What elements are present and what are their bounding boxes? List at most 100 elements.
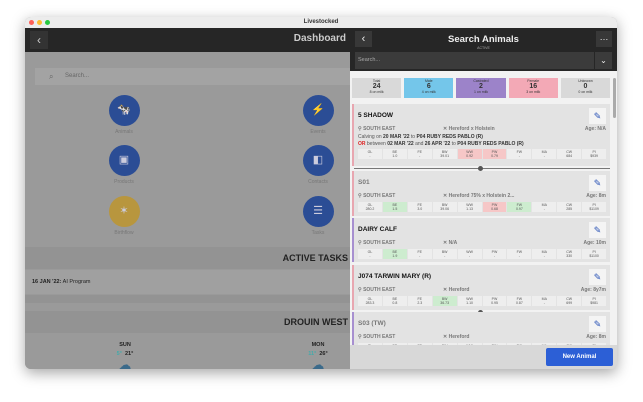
count-filter-female[interactable]: Female 16 3 on milk xyxy=(508,78,558,98)
trait-ma: MA - xyxy=(532,149,557,159)
count-filter-male[interactable]: Male 6 4 on milk xyxy=(404,78,454,98)
breed: Hereford xyxy=(448,287,470,293)
search-icon: ⌕ xyxy=(49,72,54,81)
trait-be: BE 1.9 xyxy=(382,249,407,259)
trait-value: - xyxy=(419,254,421,258)
trait-ww: WW 0.92 xyxy=(457,149,482,159)
breed-label: ✕ Hereford xyxy=(443,334,469,340)
drag-handle-icon[interactable] xyxy=(478,166,483,171)
trait-value: - xyxy=(543,254,545,258)
calving-text: Calving on xyxy=(358,134,382,140)
task-row[interactable]: 16 JAN '22: AI Program xyxy=(25,270,350,294)
animal-name: DAIRY CALF xyxy=(358,226,397,233)
partly-cloudy-icon: ☁ xyxy=(119,358,131,369)
tile-products[interactable]: ▣ Products xyxy=(94,145,154,185)
zoom-window-button[interactable] xyxy=(45,20,50,25)
trait-label: FW xyxy=(516,297,523,301)
animal-card[interactable]: DAIRY CALF ✎ ⚲ SOUTH EAST ✕ N/A Age: 10m GL - B… xyxy=(352,218,610,262)
back-button[interactable]: ‹ xyxy=(30,31,48,49)
edit-pencil-icon[interactable]: ✎ xyxy=(589,316,606,332)
trait-label: PW xyxy=(491,297,498,301)
chevron-down-icon[interactable]: ⌄ xyxy=(595,52,612,69)
animal-card[interactable]: 5 SHADOW ✎ ⚲ SOUTH EAST ✕ Hereford x Holste… xyxy=(352,104,610,166)
trait-label: PW xyxy=(491,250,498,254)
location: SOUTH EAST xyxy=(363,193,396,199)
edit-pencil-icon[interactable]: ✎ xyxy=(589,175,606,191)
tile-contacts[interactable]: ◧ Contacts xyxy=(288,145,348,185)
tile-birthflow[interactable]: ✶ Birthflow xyxy=(94,196,154,236)
tile-label: Contacts xyxy=(308,179,328,185)
trait-bw: BW 39.06 xyxy=(432,202,457,212)
dashboard-title: Dashboard xyxy=(293,33,346,44)
trait-pw: PW - xyxy=(482,249,507,259)
back-button[interactable]: ‹ xyxy=(355,31,372,47)
trait-pw: PW 0.79 xyxy=(482,149,507,159)
cross-icon: ✕ xyxy=(443,334,449,340)
count-value: 6 xyxy=(426,83,431,90)
edit-pencil-icon[interactable]: ✎ xyxy=(589,108,606,124)
trait-value: $981 xyxy=(590,301,598,305)
pin-icon: ⚲ xyxy=(358,240,364,246)
location: SOUTH EAST xyxy=(363,287,396,293)
trait-value: 0.68 xyxy=(491,207,498,211)
dashboard-search-input[interactable]: ⌕ Search... xyxy=(35,68,355,85)
edit-pencil-icon[interactable]: ✎ xyxy=(589,222,606,238)
calving-text: 20 MAR '22 xyxy=(383,134,410,140)
tile-label: Tasks xyxy=(311,230,325,236)
trait-value: - xyxy=(518,154,520,158)
new-animal-button[interactable]: New Animal xyxy=(546,348,613,366)
scrollbar[interactable] xyxy=(613,78,616,118)
active-tasks-title: ACTIVE TASKS xyxy=(25,247,350,269)
search-title: Search Animals xyxy=(448,34,519,45)
trait-value: 2.3 xyxy=(417,301,423,305)
count-sub: 3 on milk xyxy=(526,90,541,94)
app-window: Livestocked ‹ Dashboard ⌕ Search... 🐄 Ani… xyxy=(25,17,617,369)
animal-card[interactable]: J074 TARWIN MARY (R) ✎ ⚲ SOUTH EAST ✕ Heref… xyxy=(352,265,610,310)
calving-text: to xyxy=(410,134,416,140)
trait-value: $939 xyxy=(590,154,598,158)
trait-value: 1.9 xyxy=(392,254,398,258)
trait-value: 0.95 xyxy=(491,301,498,305)
tile-animals[interactable]: 🐄 Animals xyxy=(94,95,154,135)
weather-day: MON 11° 26° ☁ xyxy=(238,342,398,369)
trait-label: GL xyxy=(367,150,373,154)
trait-pi: PI $939 xyxy=(582,149,607,159)
animal-search-input[interactable]: Search... xyxy=(355,52,594,69)
tile-label: Animals xyxy=(115,129,133,135)
trait-value: $1100 xyxy=(589,254,599,258)
trait-value: 0.92 xyxy=(466,154,473,158)
calving-text: 26 APR '22 xyxy=(424,141,451,147)
trait-cw: CW 285 xyxy=(557,202,582,212)
trait-value: - xyxy=(518,254,520,258)
cross-icon: ✕ xyxy=(443,240,449,246)
edit-pencil-icon[interactable]: ✎ xyxy=(589,269,606,285)
tile-events[interactable]: ⚡ Events xyxy=(288,95,348,135)
trait-fw: FW - xyxy=(507,249,532,259)
tile-tasks[interactable]: ☰ Tasks xyxy=(288,196,348,236)
location-label: ⚲ SOUTH EAST xyxy=(358,334,395,340)
temp-high: 21° xyxy=(125,351,134,357)
age: Age: N/A xyxy=(584,126,606,132)
trait-label: PI xyxy=(592,250,596,254)
animal-meta: ⚲ SOUTH EAST ✕ Hereford Age: 8m xyxy=(358,334,606,342)
trait-fw: FW 0.97 xyxy=(507,202,532,212)
count-filter-unknown[interactable]: Unknown 0 0 on milk xyxy=(560,78,611,98)
dashboard-header: ‹ Dashboard xyxy=(25,28,350,52)
trait-label: WW xyxy=(466,203,473,207)
animal-meta: ⚲ SOUTH EAST ✕ Hereford 75% x Holstein 2.… xyxy=(358,193,606,201)
more-options-button[interactable]: … xyxy=(596,31,612,47)
search-header: ‹ Search Animals ACTIVE … Search... ⌄ xyxy=(350,28,617,71)
count-filter-castrated[interactable]: Castrated 2 1 on milk xyxy=(456,78,506,98)
trait-label: CW xyxy=(566,250,573,254)
card-divider-handle[interactable] xyxy=(354,166,610,171)
trait-label: MA xyxy=(541,150,547,154)
trait-value: - xyxy=(369,154,371,158)
bottom-bar: New Animal xyxy=(350,345,617,369)
trait-label: CW xyxy=(566,297,573,301)
count-filter-total[interactable]: Total 24 8 on milk xyxy=(352,78,402,98)
divider xyxy=(25,295,350,303)
animal-card[interactable]: S01 ✎ ⚲ SOUTH EAST ✕ Hereford 75% x Holstei… xyxy=(352,171,610,216)
minimize-window-button[interactable] xyxy=(37,20,42,25)
close-window-button[interactable] xyxy=(29,20,34,25)
cross-icon: ✕ xyxy=(443,126,449,132)
